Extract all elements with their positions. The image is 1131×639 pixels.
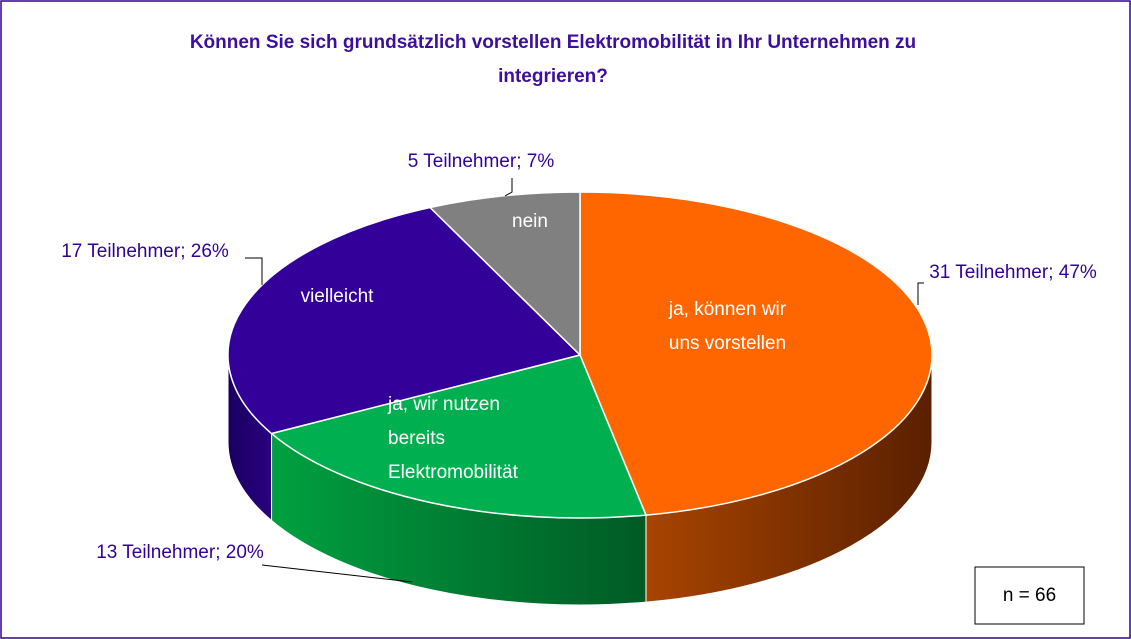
data-label: 31 Teilnehmer; 47% bbox=[929, 262, 1097, 283]
annotation: n = 66 bbox=[1002, 585, 1057, 606]
slice-label: nein bbox=[512, 211, 548, 232]
slice bbox=[227, 206, 582, 435]
pie bbox=[227, 191, 933, 606]
slice bbox=[579, 191, 933, 516]
slice-label: ja, können wir uns vorstellen bbox=[668, 299, 787, 354]
slice-label: ja, wir nutzen bereits Elektromobilität bbox=[388, 394, 518, 483]
data-label: 13 Teilnehmer; 20% bbox=[96, 542, 264, 563]
slice bbox=[428, 191, 581, 357]
slice-label: vielleicht bbox=[300, 286, 374, 307]
slice bbox=[269, 354, 648, 519]
data-label: 17 Teilnehmer; 26% bbox=[61, 241, 229, 262]
leader-line bbox=[917, 282, 924, 305]
note-box bbox=[974, 566, 1085, 625]
chart-title: Können Sie sich grundsätzlich vorstellen… bbox=[189, 32, 917, 87]
data-label: 5 Teilnehmer; 7% bbox=[407, 151, 555, 172]
leader-line bbox=[261, 564, 413, 583]
leader-line bbox=[245, 257, 263, 285]
leader-line bbox=[504, 178, 513, 197]
